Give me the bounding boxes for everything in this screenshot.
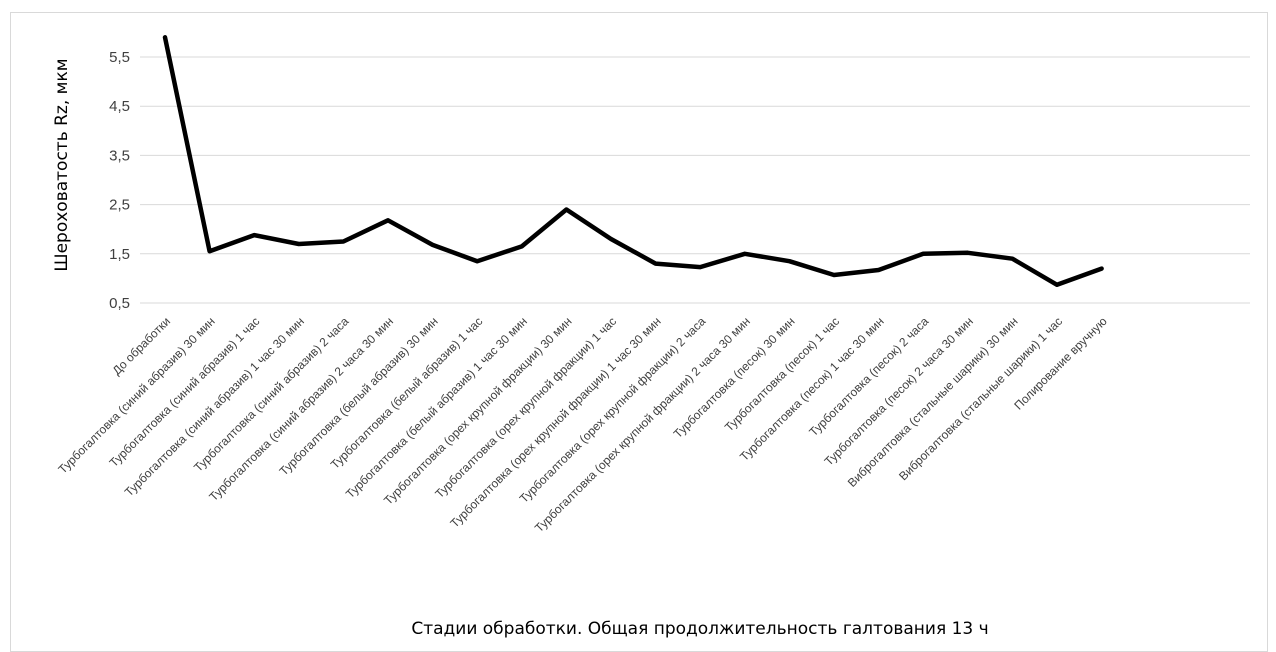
y-tick-label: 0,5 [109,295,130,312]
x-tick-label: Виброгалтовка (стальные шарики) 30 мин [845,314,1021,490]
x-tick-label: Виброгалтовка (стальные шарики) 1 час [896,314,1065,483]
y-axis-title: Шероховатость Rz, мкм [52,58,72,271]
x-tick-label: Турбогалтовка (орех крупной фракции) 1 ч… [447,314,663,530]
x-tick-label: Полирование вручную [1011,314,1109,412]
x-axis-title: Стадии обработки. Общая продолжительност… [411,619,988,639]
y-tick-label: 4,5 [109,98,130,115]
y-tick-label: 2,5 [109,197,130,214]
x-tick-label: Турбогалтовка (синий абразив) 2 часа [191,314,352,475]
x-tick-label: Турбогалтовка (белый абразив) 30 мин [277,314,441,478]
series-line [165,37,1102,284]
y-tick-label: 3,5 [109,147,130,164]
y-tick-label: 5,5 [109,49,130,66]
y-tick-label: 1,5 [109,246,130,263]
x-tick-label: Турбогалтовка (синий абразив) 30 мин [55,314,217,476]
x-tick-label: Турбогалтовка (орех крупной фракции) 2 ч… [532,314,753,535]
series-layer [165,37,1102,285]
y-tick-labels: 0,5 1,5 2,5 3,5 4,5 5,5 [109,49,130,312]
